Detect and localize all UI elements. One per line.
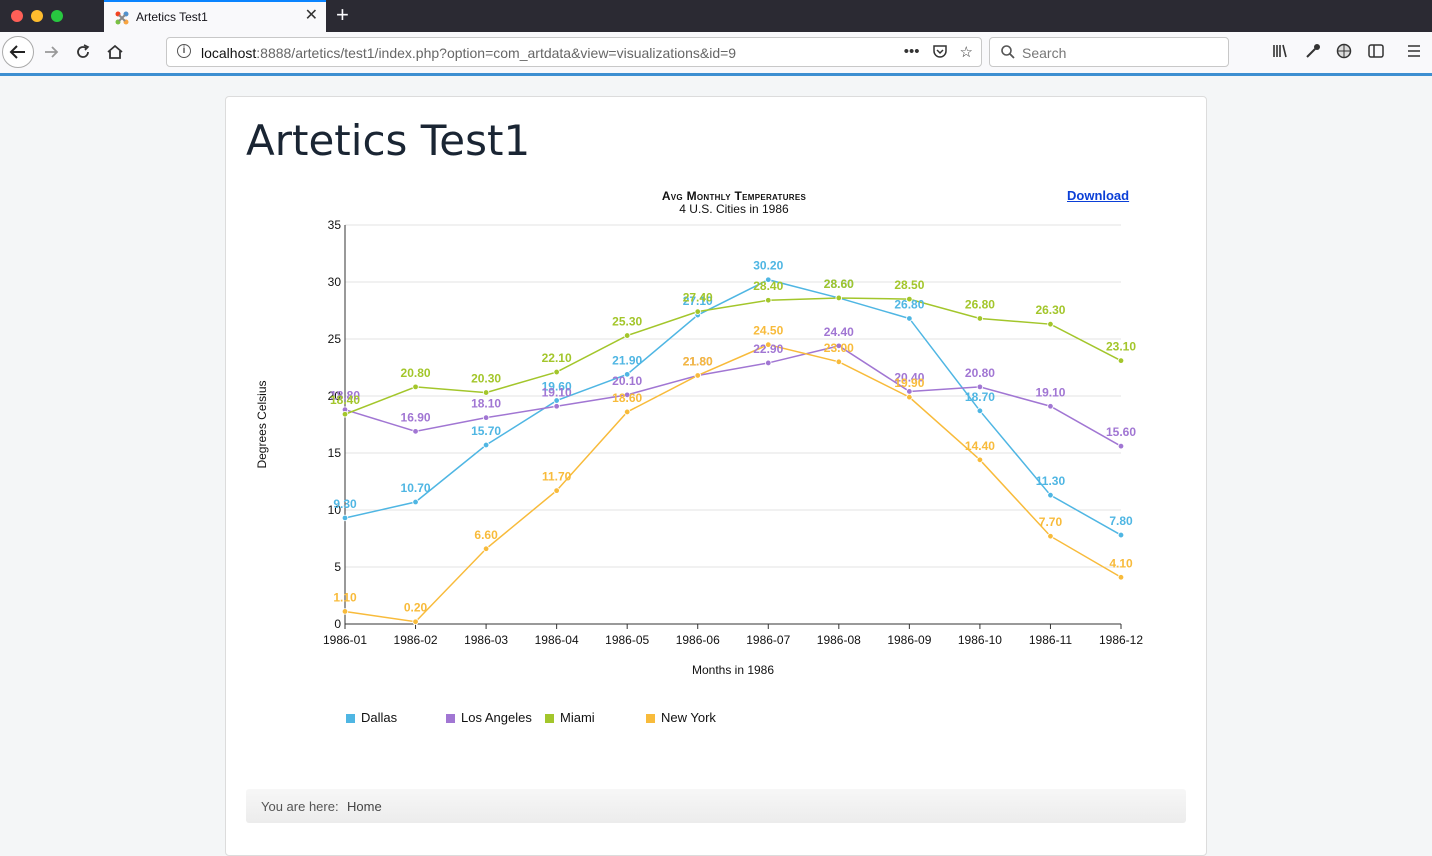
url-path: :8888/artetics/test1/index.php?option=co… xyxy=(256,45,737,61)
page-title: Artetics Test1 xyxy=(246,116,531,165)
breadcrumb-home-link[interactable]: Home xyxy=(347,799,382,814)
reload-icon xyxy=(77,44,90,58)
breadcrumb-label: You are here: xyxy=(261,799,339,814)
pocket-icon[interactable] xyxy=(932,43,948,63)
download-link[interactable]: Download xyxy=(1067,188,1130,203)
window-close-button[interactable] xyxy=(11,10,23,22)
menu-hamburger-icon[interactable] xyxy=(1403,42,1425,64)
site-info-icon[interactable]: i xyxy=(177,44,191,58)
search-placeholder: Search xyxy=(1022,45,1067,61)
sidebar-icon[interactable] xyxy=(1365,42,1387,64)
back-button[interactable] xyxy=(2,36,34,68)
back-arrow-icon xyxy=(9,45,25,59)
forward-arrow-icon xyxy=(45,46,59,58)
extension-globe-icon[interactable] xyxy=(1333,42,1355,64)
reload-button[interactable] xyxy=(67,36,99,68)
browser-tab[interactable]: Artetics Test1 ✕ xyxy=(104,0,326,32)
new-tab-button[interactable]: + xyxy=(336,2,349,27)
window-minimize-button[interactable] xyxy=(31,10,43,22)
chart-subtitle: 4 U.S. Cities in 1986 xyxy=(679,202,789,216)
home-icon xyxy=(107,44,123,59)
url-text[interactable]: localhost:8888/artetics/test1/index.php?… xyxy=(201,45,736,61)
toolbar-separator xyxy=(0,73,1432,76)
address-bar[interactable]: i localhost:8888/artetics/test1/index.ph… xyxy=(166,37,982,67)
chart-title: Avg Monthly Temperatures xyxy=(661,189,807,203)
home-button[interactable] xyxy=(99,36,131,68)
search-icon xyxy=(1001,45,1015,59)
joomla-favicon-icon xyxy=(115,11,129,25)
library-icon[interactable] xyxy=(1269,42,1291,64)
eyedropper-icon[interactable] xyxy=(1302,42,1324,64)
close-tab-icon[interactable]: ✕ xyxy=(304,7,318,24)
tab-title: Artetics Test1 xyxy=(136,10,208,24)
bookmark-star-icon[interactable]: ☆ xyxy=(959,44,973,61)
forward-button[interactable] xyxy=(35,36,67,68)
breadcrumb: You are here: Home xyxy=(246,789,1186,823)
url-host: localhost xyxy=(201,45,257,61)
page-actions-icon[interactable]: ••• xyxy=(903,43,920,60)
search-input[interactable]: Search xyxy=(989,37,1229,67)
window-zoom-button[interactable] xyxy=(51,10,63,22)
